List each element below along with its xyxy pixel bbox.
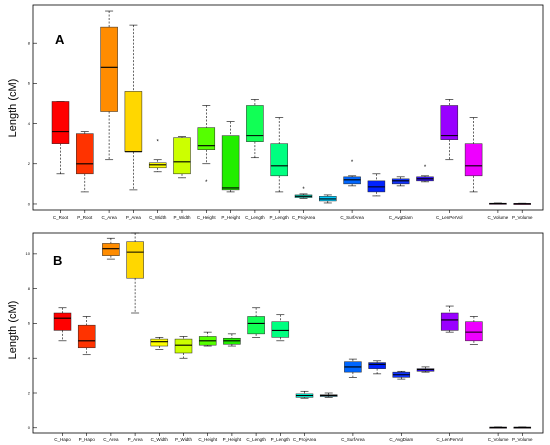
panel-b-y-tick-label: 8	[28, 286, 31, 291]
panel-b-x-tick-label: C_LenPerVol	[436, 437, 463, 442]
panel-a-y-tick-label: 0	[28, 201, 31, 206]
panel-b-box-p_lenpervol	[465, 321, 483, 342]
panel-b-box-p_length	[271, 321, 290, 338]
panel-a-y-tick-label: 2	[28, 161, 31, 166]
panel-a-x-tick-label: P_Root	[77, 215, 93, 220]
panel-a-outlier-point: *	[302, 187, 305, 193]
panel-a-outlier-point: *	[424, 165, 427, 171]
panel-b-label: B	[53, 253, 62, 268]
panel-a-box-p_length	[270, 143, 288, 177]
panel-b-box-p_width	[174, 338, 193, 354]
panel-b-box-c_length	[247, 316, 265, 335]
panel-a-x-tick-label: P_Volume	[512, 215, 533, 220]
panel-a-x-tick-label: C_Root	[53, 215, 69, 220]
panel-b-x-tick-label: C_Area	[103, 437, 119, 442]
panel-a-box-p_area	[124, 91, 143, 152]
panel-a-x-tick-label: C_ProjArea	[292, 215, 316, 220]
panel-b-box-p_surfarea	[368, 362, 386, 369]
panel-b-y-tick-label: 10	[26, 251, 31, 256]
panel-b-x-tick-label: C_SurfArea	[341, 437, 365, 442]
panel-a-frame	[32, 4, 544, 211]
panel-b: Length (cM) B 0 2 4 6 8 10 C_Hapo P_Hapo C_Area P…	[7, 232, 544, 442]
panel-b-x-tick-label: P_Area	[128, 437, 144, 442]
panel-b-x-tick-label: C_Height	[198, 437, 218, 442]
panel-b-frame	[32, 232, 544, 434]
panel-a-box-p_width	[173, 137, 191, 175]
panel-b-box-c_width	[150, 338, 169, 347]
panel-a-y-tick-label: 6	[28, 81, 31, 86]
panel-a-x-tick-label: C_AvgDiam	[389, 215, 413, 220]
panel-b-x-tick-label: C_Hapo	[54, 437, 71, 442]
panel-a-box-p_root	[76, 133, 94, 175]
panel-a-y-tick-label: 4	[28, 121, 31, 126]
panel-b-box-p_hapo	[77, 324, 96, 349]
panel-b-x-tick-label: C_Length	[246, 437, 266, 442]
panel-a-label: A	[55, 32, 65, 47]
panel-a-outlier-point: *	[157, 140, 160, 146]
panel-b-box-c_hapo	[53, 312, 72, 331]
panel-a-box-c_length	[246, 105, 264, 142]
panel-b-x-tick-label: P_Width	[175, 437, 193, 442]
panel-a-box-p_lenpervol	[464, 143, 483, 177]
panel-b-y-tick-label: 0	[28, 425, 31, 430]
panel-a-x-tick-label: C_Height	[197, 215, 217, 220]
panel-a-x-tick-label: C_Length	[245, 215, 265, 220]
panel-b-x-tick-label: C_Volume	[488, 437, 509, 442]
panel-b-box-c_lenpervol	[440, 312, 459, 331]
panel-a-x-tick-label: C_Width	[149, 215, 167, 220]
panel-a: Length (cM) A 0 2 4 6 8 * * * * * C_Root P_Root C_Ar…	[7, 4, 544, 220]
panel-b-x-tick-label: C_ProjArea	[293, 437, 317, 442]
panel-b-y-axis-label: Length (cM)	[7, 301, 19, 360]
panel-b-x-tick-label: P_Length	[271, 437, 291, 442]
panel-a-x-tick-label: P_Length	[270, 215, 290, 220]
panel-b-x-tick-label: C_Width	[151, 437, 169, 442]
panel-b-box-c_area	[102, 243, 120, 256]
panel-a-outlier-point: *	[351, 160, 354, 166]
panel-b-y-tick-label: 2	[28, 390, 31, 395]
panel-a-x-tick-label: P_Width	[173, 215, 191, 220]
panel-a-x-tick-label: C_SurfArea	[340, 215, 364, 220]
panel-b-x-tick-label: P_Hapo	[79, 437, 96, 442]
panel-a-box-c_root	[51, 101, 70, 144]
panel-b-x-tick-label: P_Volume	[512, 437, 533, 442]
panel-a-x-tick-label: P_Area	[126, 215, 142, 220]
panel-b-box-p_area	[126, 241, 144, 279]
panel-a-x-tick-label: C_LenPerVol	[436, 215, 463, 220]
panel-a-box-c_height	[197, 127, 216, 150]
panel-a-y-tick-label: 8	[28, 40, 31, 45]
panel-a-box-c_area	[100, 26, 118, 112]
panel-b-x-tick-label: C_AvgDiam	[389, 437, 413, 442]
panel-a-box-p_height	[221, 135, 240, 191]
panel-a-x-tick-label: C_Volume	[488, 215, 509, 220]
panel-a-box-c_lenpervol	[440, 105, 459, 140]
panel-a-x-tick-label: P_Height	[221, 215, 240, 220]
panel-b-x-tick-label: P_Height	[223, 437, 242, 442]
panel-a-y-axis-label: Length (cM)	[7, 79, 19, 138]
panel-a-outlier-point: *	[205, 180, 208, 186]
panel-a-x-tick-label: C_Area	[101, 215, 117, 220]
panel-b-y-tick-label: 6	[28, 321, 31, 326]
panel-b-y-tick-label: 4	[28, 356, 31, 361]
